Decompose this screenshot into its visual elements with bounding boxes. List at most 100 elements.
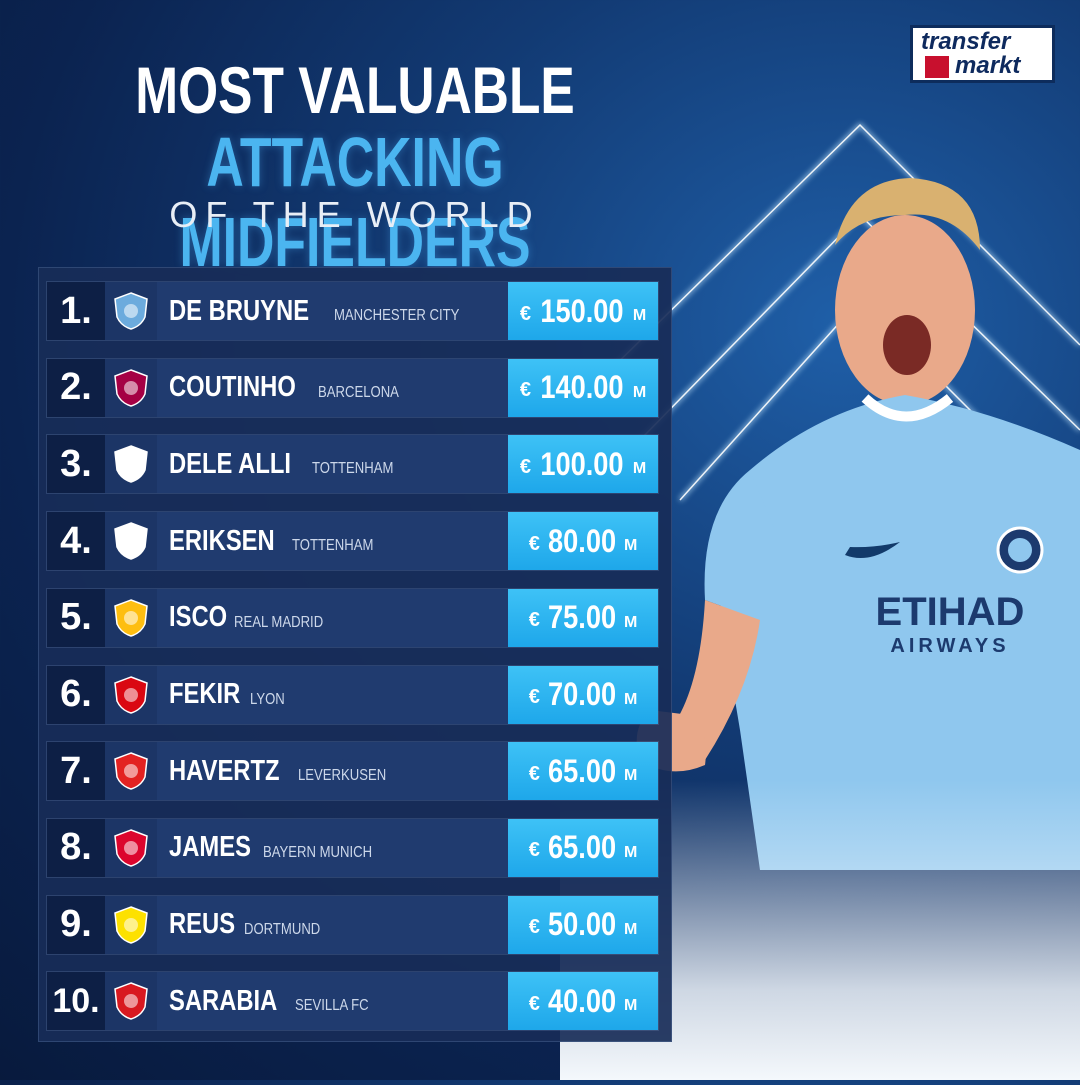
value-amount: 70.00: [547, 676, 616, 712]
market-value: €140.00 M: [508, 358, 658, 417]
currency-symbol: €: [519, 379, 531, 402]
ranking-row: 9. REUS DORTMUND €50.00 M: [47, 895, 658, 954]
value-amount: 40.00: [547, 982, 616, 1019]
currency-symbol: €: [519, 455, 531, 478]
club-name: MANCHESTER CITY: [333, 307, 460, 324]
ranking-row: 3. DELE ALLI TOTTENHAM €100.00 M: [47, 435, 658, 494]
rank-number: 6.: [47, 665, 105, 724]
currency-symbol: €: [519, 302, 531, 325]
market-value: €40.00 M: [508, 972, 658, 1031]
value-unit: M: [623, 690, 638, 708]
sevilla-crest-icon: [105, 972, 157, 1031]
rank-number: 1.: [47, 282, 105, 340]
player-name: SARABIA: [169, 984, 278, 1017]
value-amount: 65.00: [547, 829, 616, 866]
club-name: LEVERKUSEN: [297, 767, 387, 785]
currency-symbol: €: [528, 992, 540, 1015]
sponsor-text: ETIHAD: [876, 590, 1025, 634]
ranking-row: 4. ERIKSEN TOTTENHAM €80.00 M: [47, 512, 658, 571]
player-cell: ISCO REAL MADRID: [157, 588, 508, 647]
barcelona-crest-icon: [105, 358, 157, 417]
logo-figure-icon: [925, 56, 949, 78]
title-line-3: OF THE WORLD: [169, 194, 541, 235]
transfermarkt-logo: transfer markt: [910, 25, 1055, 83]
tottenham-crest-icon: [105, 512, 157, 571]
value-unit: M: [623, 997, 638, 1015]
player-cell: ERIKSEN TOTTENHAM: [157, 512, 508, 571]
market-value: €75.00 M: [508, 588, 658, 647]
rank-number: 3.: [47, 435, 105, 494]
club-name: BARCELONA: [317, 383, 399, 401]
market-value: €70.00 M: [508, 665, 658, 724]
player-cell: JAMES BAYERN MUNICH: [157, 818, 508, 877]
logo-text-bottom: markt: [955, 52, 1021, 79]
club-name: TOTTENHAM: [291, 537, 374, 555]
currency-symbol: €: [528, 839, 540, 862]
market-value: €50.00 M: [508, 895, 658, 954]
player-cell: HAVERTZ LEVERKUSEN: [157, 742, 508, 801]
value-amount: 80.00: [547, 522, 616, 559]
club-name: BAYERN MUNICH: [262, 843, 373, 861]
player-cell: DELE ALLI TOTTENHAM: [157, 435, 508, 494]
player-cell: REUS DORTMUND: [157, 895, 508, 954]
rank-number: 5.: [47, 588, 105, 647]
rank-number: 2.: [47, 358, 105, 417]
value-unit: M: [632, 460, 647, 478]
market-value: €80.00 M: [508, 512, 658, 571]
player-name: JAMES: [169, 831, 251, 864]
dortmund-crest-icon: [105, 895, 157, 954]
value-unit: M: [623, 537, 638, 555]
club-name: LYON: [250, 690, 285, 708]
leverkusen-crest-icon: [105, 742, 157, 801]
rank-number: 8.: [47, 818, 105, 877]
value-amount: 50.00: [547, 906, 616, 943]
tottenham-crest-icon: [105, 435, 157, 494]
ranking-row: 7. HAVERTZ LEVERKUSEN €65.00 M: [47, 742, 658, 801]
ranking-row: 8. JAMES BAYERN MUNICH €65.00 M: [47, 818, 658, 877]
market-value: €150.00 M: [508, 282, 658, 340]
value-unit: M: [623, 920, 638, 938]
value-unit: M: [632, 307, 647, 324]
lyon-crest-icon: [105, 665, 157, 724]
club-name: TOTTENHAM: [311, 460, 394, 478]
value-unit: M: [623, 767, 638, 785]
ranking-row: 5. ISCO REAL MADRID €75.00 M: [47, 588, 658, 647]
ranking-row: 6. FEKIR LYON €70.00 M: [47, 665, 658, 724]
value-amount: 65.00: [547, 752, 616, 789]
real-madrid-crest-icon: [105, 588, 157, 647]
player-name: DELE ALLI: [169, 447, 291, 480]
value-unit: M: [632, 383, 647, 401]
player-cell: FEKIR LYON: [157, 665, 508, 724]
player-name: ISCO: [169, 601, 228, 634]
player-photo: ETIHAD AIRWAYS: [610, 170, 1080, 1080]
title-line-1: MOST VALUABLE: [135, 53, 575, 127]
logo-text-top: transfer: [921, 28, 1011, 55]
market-value: €65.00 M: [508, 742, 658, 801]
club-name: DORTMUND: [243, 920, 320, 938]
value-amount: 75.00: [547, 599, 616, 636]
value-unit: M: [623, 613, 638, 631]
ranking-row: 1. DE BRUYNE MANCHESTER CITY €150.00 M: [47, 282, 658, 340]
ranking-row: 2. COUTINHO BARCELONA €140.00 M: [47, 358, 658, 417]
rank-number: 4.: [47, 512, 105, 571]
value-amount: 150.00: [540, 292, 624, 329]
rank-number: 9.: [47, 895, 105, 954]
currency-symbol: €: [528, 609, 540, 632]
player-name: ERIKSEN: [169, 524, 275, 557]
player-name: FEKIR: [169, 678, 241, 710]
currency-symbol: €: [528, 916, 540, 939]
shirt: [720, 395, 1080, 870]
man-city-crest-icon: [105, 282, 157, 340]
rank-number: 7.: [47, 742, 105, 801]
market-value: €65.00 M: [508, 818, 658, 877]
value-amount: 100.00: [540, 445, 624, 482]
value-unit: M: [623, 843, 638, 861]
player-cell: SARABIA SEVILLA FC: [157, 972, 508, 1031]
currency-symbol: €: [528, 532, 540, 555]
currency-symbol: €: [528, 686, 540, 708]
value-amount: 140.00: [540, 369, 624, 406]
player-name: DE BRUYNE: [169, 294, 310, 327]
ranking-row: 10. SARABIA SEVILLA FC €40.00 M: [47, 972, 658, 1031]
club-name: SEVILLA FC: [295, 997, 369, 1015]
club-name: REAL MADRID: [233, 613, 324, 631]
